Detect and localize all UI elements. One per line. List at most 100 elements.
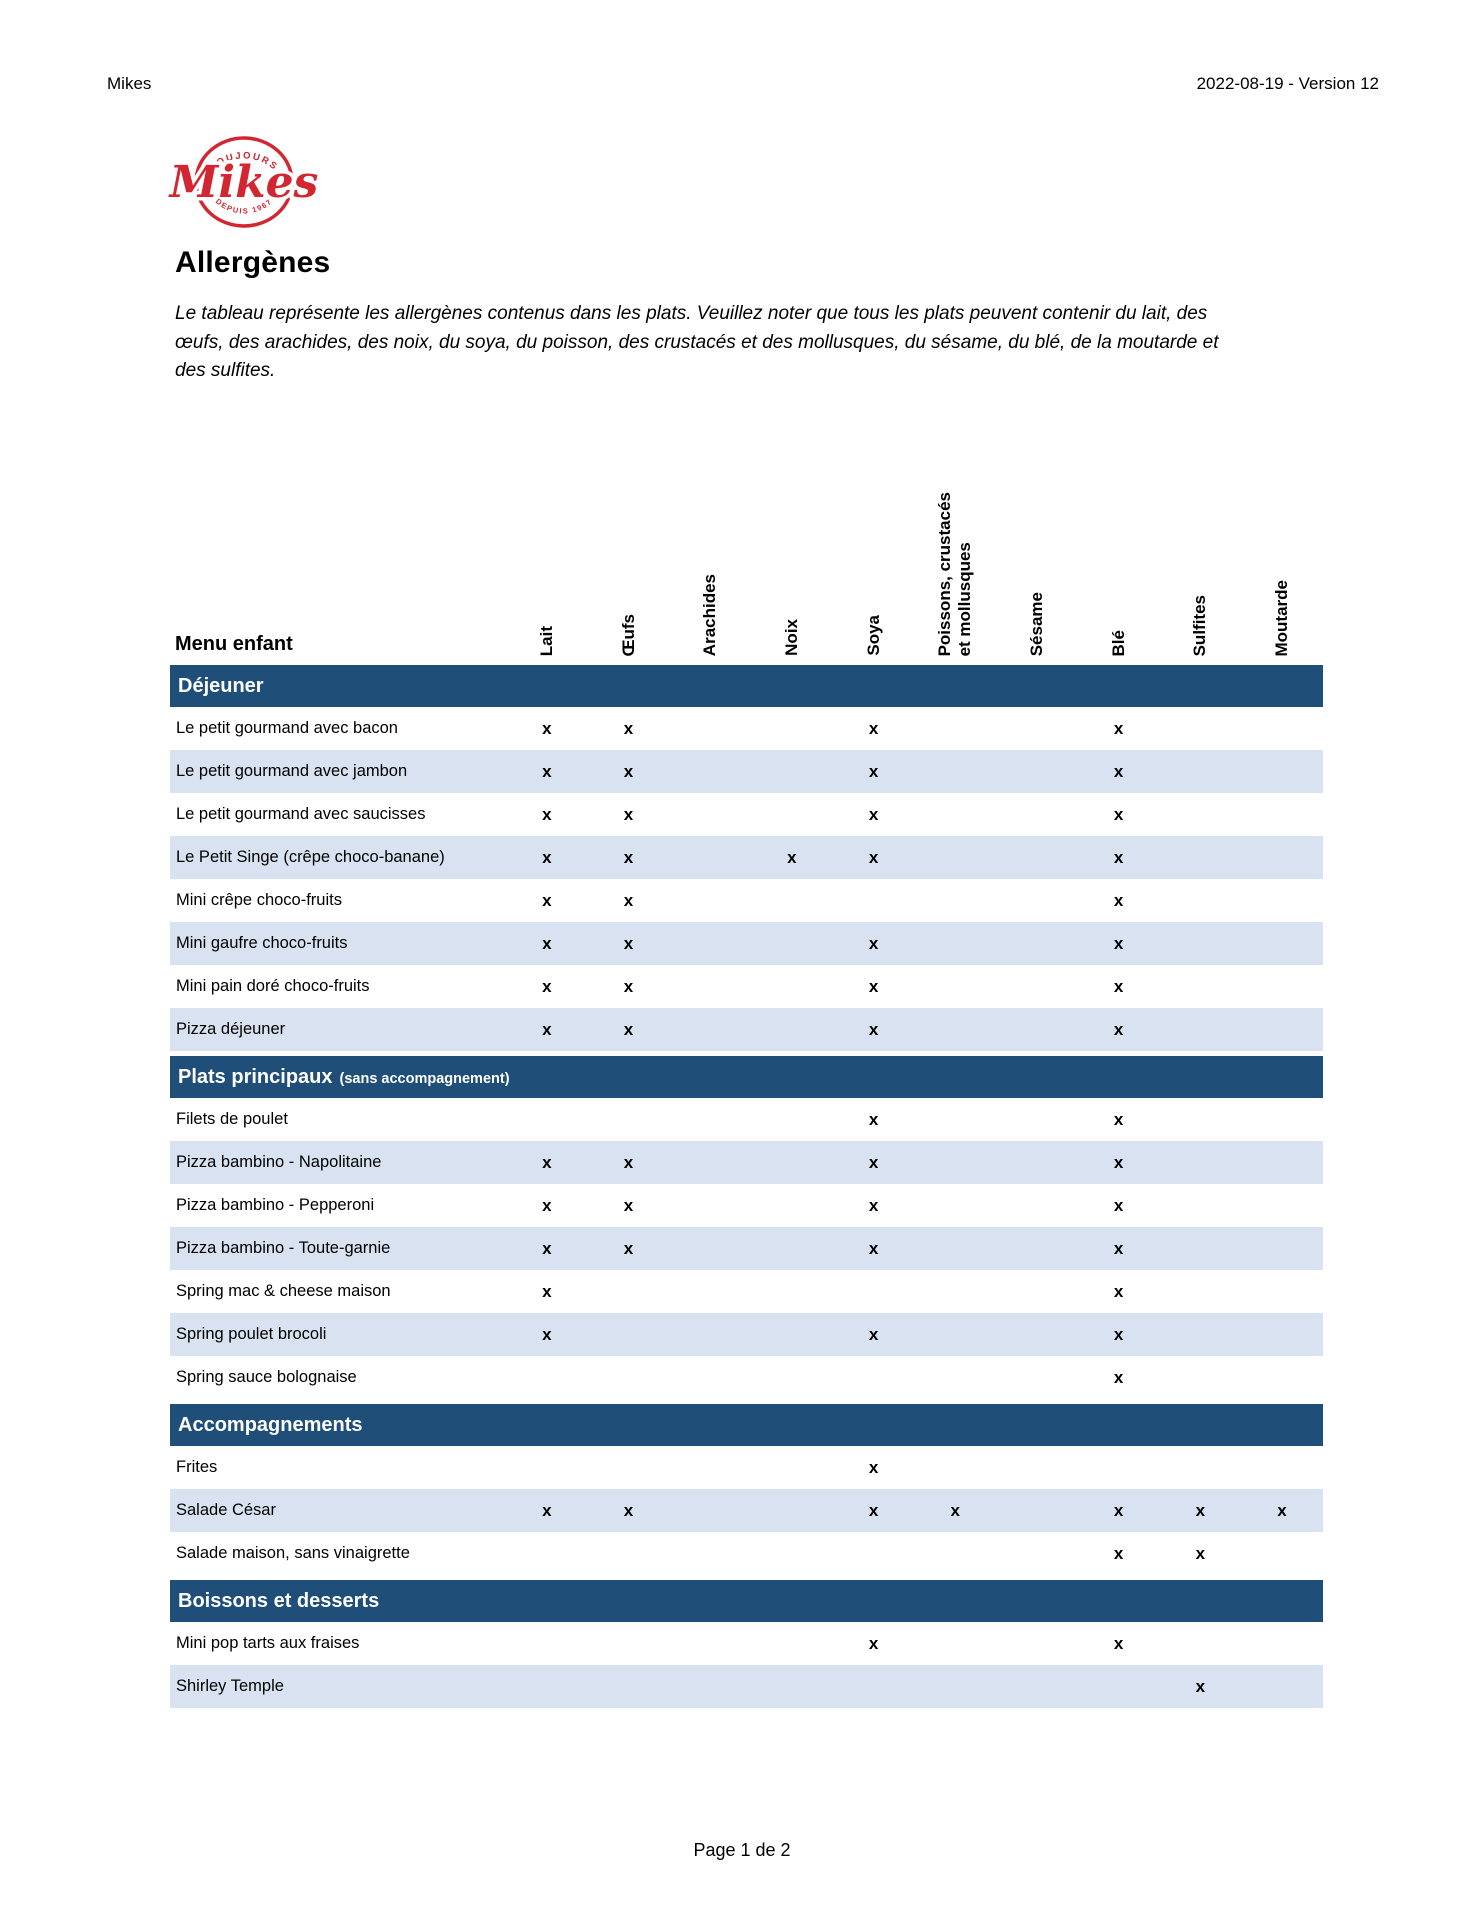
row-label: Le Petit Singe (crêpe choco-banane) [176, 848, 445, 866]
allergen-mark: x [1113, 1019, 1124, 1039]
mikes-logo: TOUJOURS Mikes DEPUIS 1967 [164, 134, 322, 230]
column-header-poissons-crustaces-et-mollusques: Poissons, crustacés et mollusques [935, 491, 975, 656]
section-label-suffix: (sans accompagnement) [339, 1071, 510, 1087]
section-bar-boissons-et-desserts: Boissons et desserts [170, 1580, 1323, 1622]
allergen-mark: x [1195, 1500, 1206, 1520]
table-row: Spring mac & cheese maison x x [170, 1270, 1323, 1313]
mikes-logo-svg: TOUJOURS Mikes DEPUIS 1967 [164, 136, 322, 228]
allergen-mark: x [868, 1324, 879, 1344]
section-label: Déjeuner [178, 674, 264, 697]
column-header-cell: Lait [506, 626, 588, 660]
allergen-mark: x [542, 1195, 552, 1215]
column-header-cell: Soya [833, 615, 915, 660]
column-header-ufs: Œufs [618, 613, 638, 657]
row-label: Pizza bambino - Pepperoni [176, 1196, 375, 1214]
row-label: Salade César [176, 1501, 276, 1519]
table-row: Le petit gourmand avec jambon x x x x [170, 750, 1323, 793]
allergen-table: Menu enfant Lait Œufs Arachides Noix Soya Poi… [170, 470, 1323, 1708]
header-left-text: Mikes [107, 74, 152, 93]
row-label: Salade maison, sans vinaigrette [176, 1544, 410, 1562]
column-header-sulfites: Sulfites [1190, 594, 1210, 656]
row-label: Pizza bambino - Toute-garnie [176, 1239, 391, 1257]
row-label: Filets de poulet [176, 1110, 288, 1128]
section-label: Accompagnements [178, 1413, 363, 1436]
table-row: Mini pop tarts aux fraises x x [170, 1622, 1323, 1665]
intro-paragraph: Le tableau représente les allergènes con… [175, 303, 1219, 381]
column-header-arachides: Arachides [700, 573, 720, 656]
table-row: Le petit gourmand avec bacon x x x x [170, 707, 1323, 750]
row-label: Le petit gourmand avec jambon [176, 762, 408, 780]
allergen-mark: x [623, 761, 634, 781]
allergen-mark: x [542, 1281, 552, 1301]
running-header: Mikes 2022-08-19 - Version 12 [107, 74, 1379, 94]
column-header-cell: Moutarde [1241, 580, 1323, 661]
header-version-text: 2022-08-19 - Version 12 [1196, 74, 1379, 93]
allergen-mark: x [1113, 1281, 1124, 1301]
allergen-mark: x [868, 1019, 879, 1039]
allergen-mark: x [1113, 1324, 1124, 1344]
allergen-mark: x [542, 933, 552, 953]
table-row: Salade César x x x x x x x [170, 1489, 1323, 1532]
allergen-mark: x [623, 976, 634, 996]
row-label: Mini crêpe choco-fruits [176, 891, 342, 909]
allergen-mark: x [623, 1195, 634, 1215]
allergen-mark: x [868, 1457, 879, 1477]
allergen-mark: x [623, 933, 634, 953]
allergen-mark: x [1113, 804, 1124, 824]
row-label: Le petit gourmand avec bacon [176, 719, 398, 737]
allergen-mark: x [542, 761, 552, 781]
allergen-mark: x [868, 933, 879, 953]
section-bar-accompagnements: Accompagnements [170, 1404, 1323, 1446]
table-body: Déjeuner Le petit gourmand avec bacon x x x x… [170, 665, 1323, 1708]
allergen-mark: x [542, 1238, 552, 1258]
logo-ring [194, 136, 294, 228]
row-label: Shirley Temple [176, 1677, 284, 1695]
allergen-mark: x [868, 1238, 879, 1258]
allergen-mark: x [1277, 1500, 1287, 1520]
allergen-mark: x [623, 1019, 634, 1039]
table-row: Pizza bambino - Pepperoni x x x x [170, 1184, 1323, 1227]
allergen-mark: x [868, 761, 879, 781]
allergen-mark: x [1113, 1367, 1124, 1387]
page-number: Page 1 de 2 [693, 1840, 791, 1860]
allergen-mark: x [542, 1152, 552, 1172]
allergen-mark: x [1113, 1109, 1124, 1129]
allergen-mark: x [623, 890, 634, 910]
allergen-mark: x [1113, 976, 1124, 996]
allergen-mark: x [950, 1500, 961, 1520]
row-header-label: Menu enfant [175, 633, 293, 655]
allergen-mark: x [868, 1152, 879, 1172]
allergen-mark: x [1113, 1238, 1124, 1258]
allergen-mark: x [868, 718, 879, 738]
table-header: Menu enfant Lait Œufs Arachides Noix Soya Poi… [170, 470, 1323, 660]
table-row: Le Petit Singe (crêpe choco-banane) x x x x x [170, 836, 1323, 879]
allergen-mark: x [868, 1633, 879, 1653]
row-label: Pizza bambino - Napolitaine [176, 1153, 382, 1171]
column-header-sesame: Sésame [1026, 591, 1046, 656]
allergen-mark: x [542, 718, 552, 738]
allergen-mark: x [868, 847, 879, 867]
row-label: Pizza déjeuner [176, 1020, 286, 1038]
allergen-mark: x [1113, 1543, 1124, 1563]
allergen-mark: x [1113, 933, 1124, 953]
table-row: Mini crêpe choco-fruits x x x [170, 879, 1323, 922]
allergen-mark: x [542, 890, 552, 910]
allergen-mark: x [868, 1195, 879, 1215]
allergen-mark: x [787, 847, 797, 867]
column-header-noix: Noix [781, 619, 801, 656]
column-header-cell: Œufs [588, 614, 670, 661]
table-row: Frites x [170, 1446, 1323, 1489]
row-label: Spring sauce bolognaise [176, 1368, 357, 1386]
allergen-mark: x [1113, 718, 1124, 738]
section-bar-dejeuner: Déjeuner [170, 665, 1323, 707]
allergen-mark: x [1113, 761, 1124, 781]
table-row: Mini gaufre choco-fruits x x x x [170, 922, 1323, 965]
table-row: Salade maison, sans vinaigrette x x [170, 1532, 1323, 1575]
logo-wordmark: Mikes [168, 157, 318, 208]
row-label: Mini pain doré choco-fruits [176, 977, 370, 995]
row-label: Le petit gourmand avec saucisses [176, 805, 426, 823]
column-header-soya: Soya [863, 615, 883, 656]
allergen-mark: x [1113, 890, 1124, 910]
allergen-mark: x [868, 804, 879, 824]
